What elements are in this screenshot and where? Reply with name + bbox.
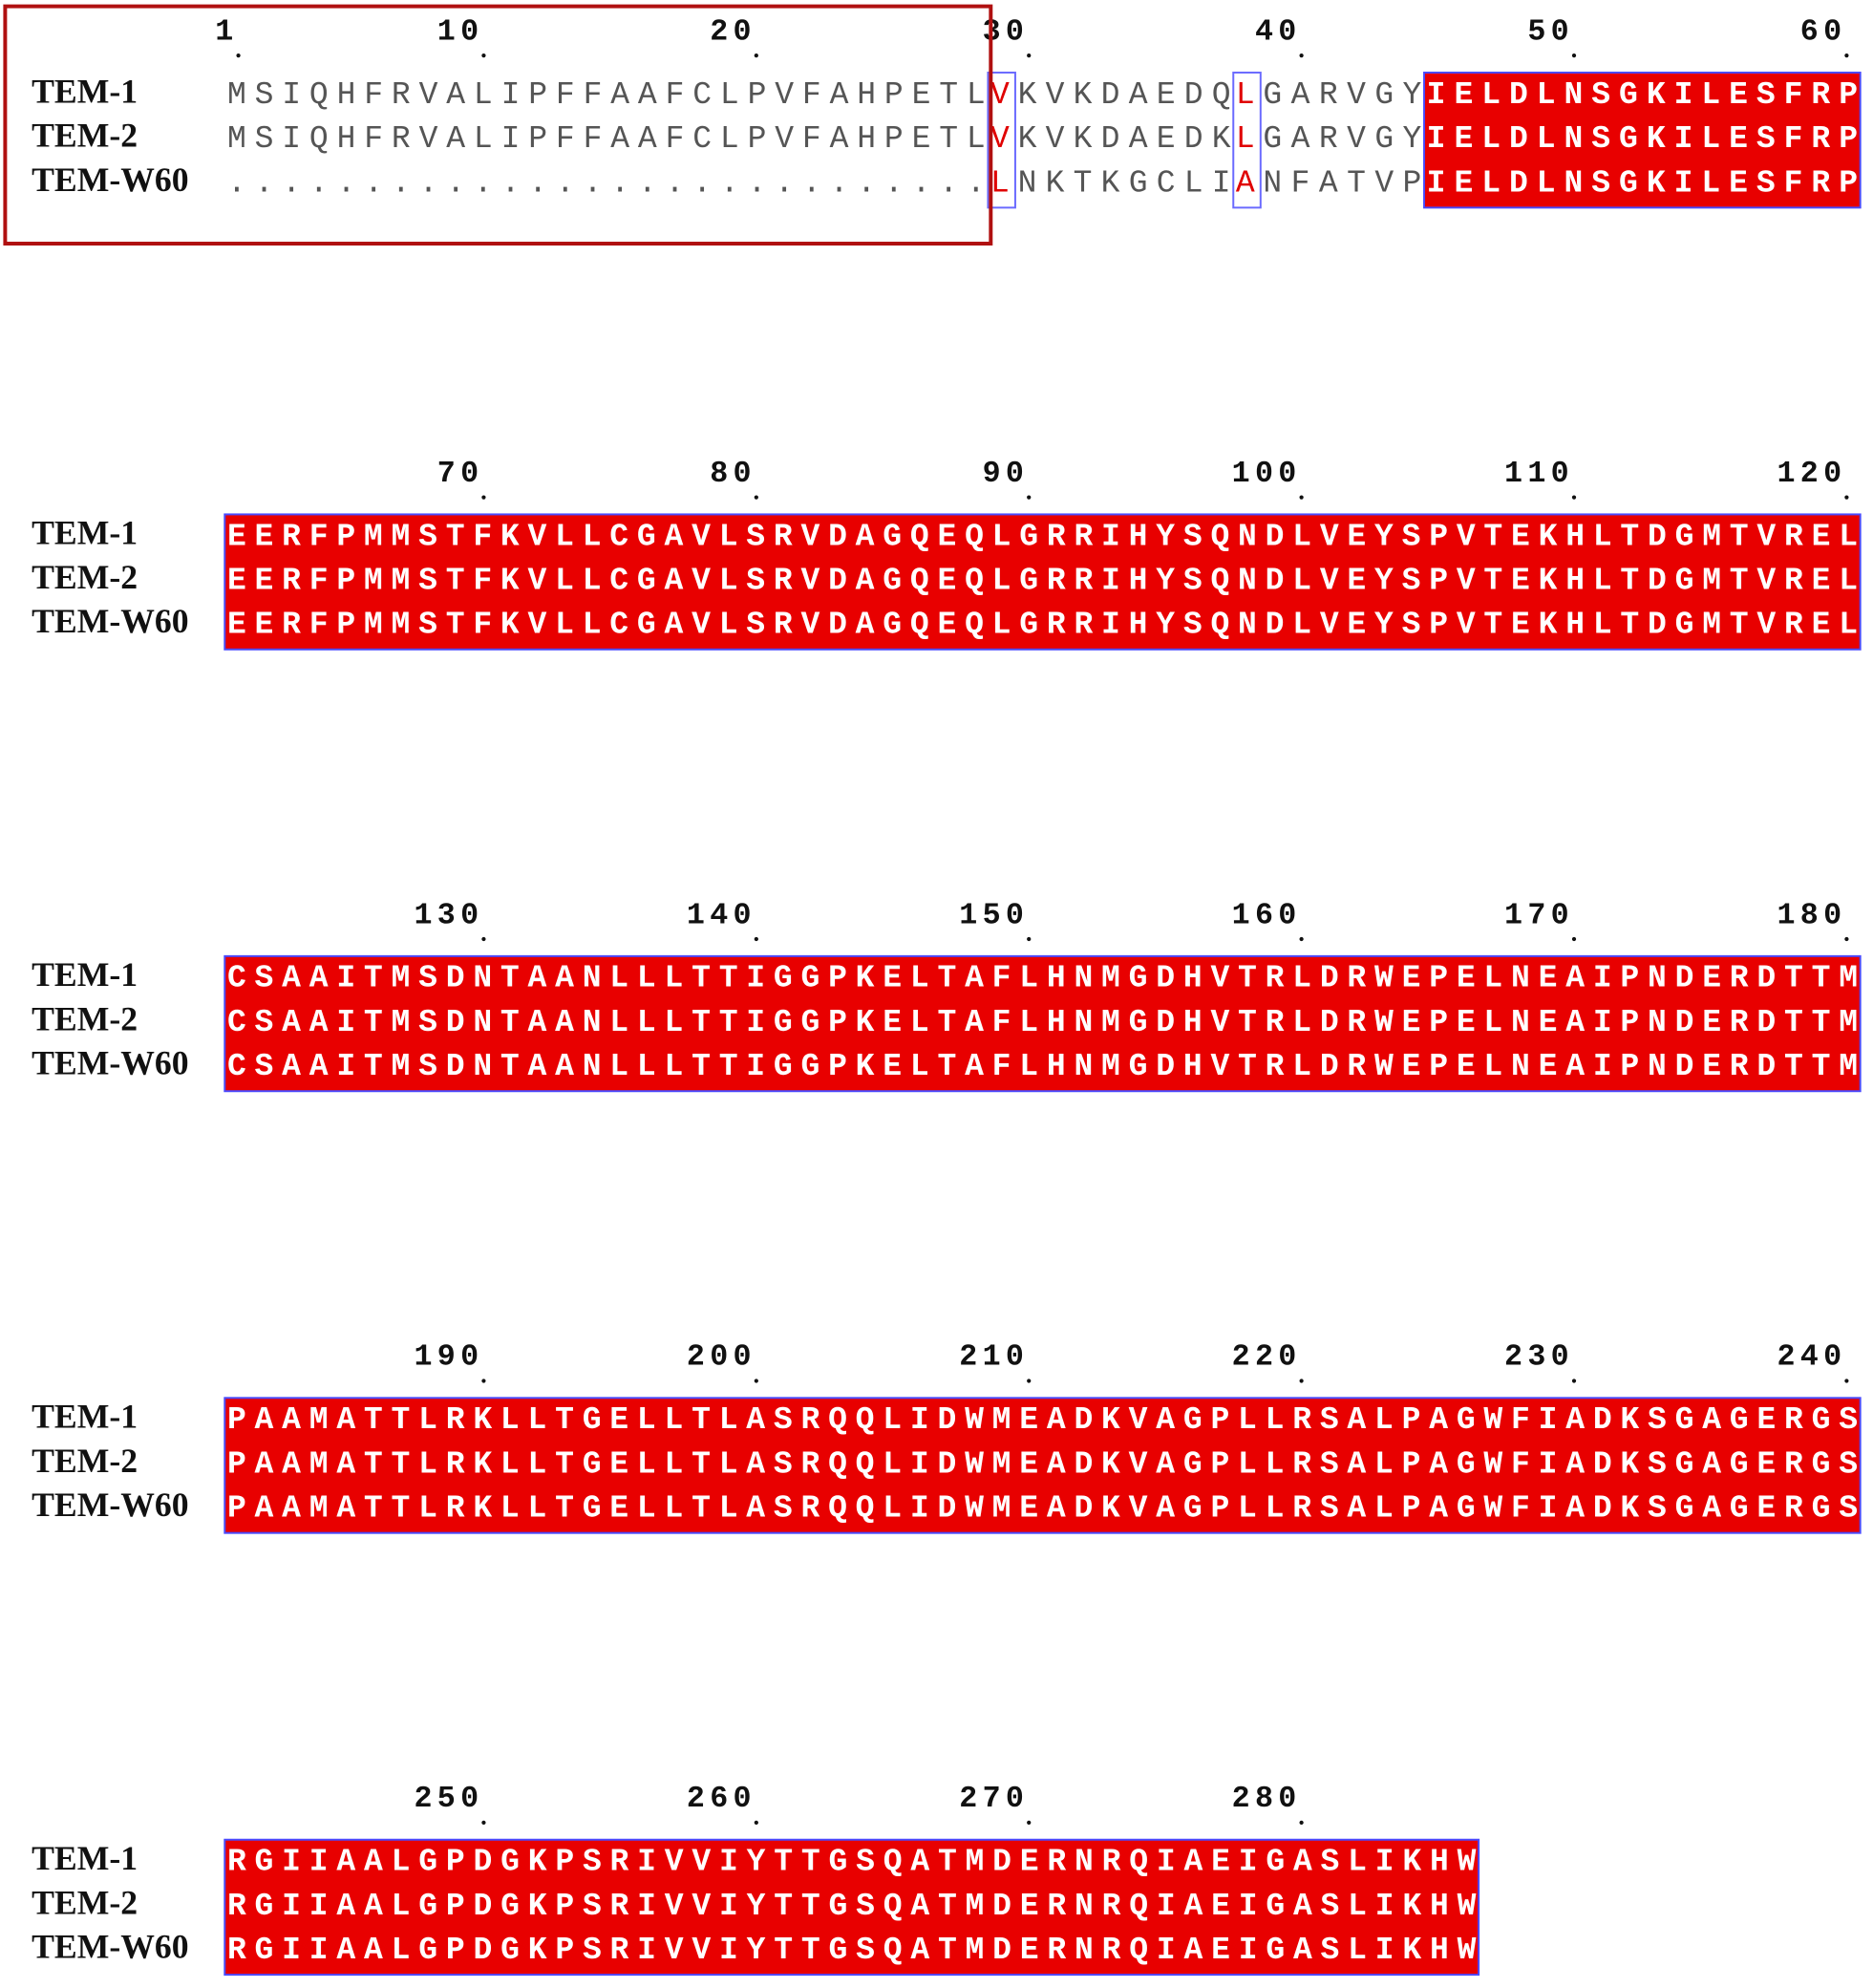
ruler-tick — [481, 53, 486, 58]
ruler-number: 150 — [959, 898, 1029, 932]
ruler-number: 230 — [1504, 1340, 1574, 1375]
identical-block — [223, 954, 1862, 1093]
ruler-tick — [1027, 1820, 1032, 1826]
sequence-name: TEM-2 — [32, 558, 138, 596]
ruler-number: 220 — [1232, 1340, 1302, 1375]
ruler-tick — [754, 53, 758, 58]
ruler-tick — [236, 53, 241, 58]
similar-residues: A — [1236, 165, 1255, 201]
ruler-number: 40 — [1255, 14, 1302, 49]
similar-box — [987, 71, 1016, 209]
ruler-number: 250 — [414, 1782, 483, 1816]
ruler-tick — [754, 936, 758, 942]
ruler-number: 210 — [959, 1340, 1029, 1375]
sequence-name: TEM-1 — [32, 514, 138, 552]
ruler-tick — [1844, 1379, 1849, 1383]
ruler-number: 20 — [710, 14, 756, 49]
similar-residues: V — [990, 121, 1010, 157]
identical-block — [223, 1838, 1480, 1977]
ruler-tick — [1844, 495, 1849, 500]
identical-block — [223, 513, 1862, 651]
sequence-name: TEM-W60 — [32, 160, 188, 199]
ruler-tick — [1027, 1379, 1032, 1383]
ruler-tick — [481, 936, 486, 942]
ruler-tick — [754, 1379, 758, 1383]
ruler-number: 260 — [687, 1782, 756, 1816]
ruler-tick — [481, 1379, 486, 1383]
sequence-name: TEM-1 — [32, 72, 138, 110]
sequence-name: TEM-W60 — [32, 1044, 188, 1082]
sequence-name: TEM-W60 — [32, 1928, 188, 1966]
ruler-tick — [754, 1820, 758, 1826]
similar-residues: L — [1236, 77, 1255, 113]
similar-residues: L — [990, 165, 1010, 201]
sequence-name: TEM-W60 — [32, 1486, 188, 1524]
ruler-number: 60 — [1800, 14, 1847, 49]
ruler-tick — [481, 495, 486, 500]
ruler-number: 80 — [710, 457, 756, 491]
ruler-tick — [1299, 495, 1304, 500]
ruler-number: 1 — [215, 14, 238, 49]
sequence-name: TEM-2 — [32, 117, 138, 155]
ruler-tick — [1299, 936, 1304, 942]
ruler-number: 180 — [1777, 898, 1846, 932]
sequence-name: TEM-2 — [32, 999, 138, 1037]
similar-box — [1232, 71, 1262, 209]
ruler-number: 280 — [1232, 1782, 1302, 1816]
ruler-number: 140 — [687, 898, 756, 932]
ruler-number: 70 — [437, 457, 484, 491]
ruler-number: 110 — [1504, 457, 1574, 491]
ruler-tick — [754, 495, 758, 500]
sequence-name: TEM-2 — [32, 1442, 138, 1480]
identical-block — [223, 1397, 1862, 1534]
sequence-name: TEM-W60 — [32, 602, 188, 640]
ruler-tick — [1027, 936, 1032, 942]
ruler-tick — [481, 1820, 486, 1826]
ruler-number: 170 — [1504, 898, 1574, 932]
sequence-name: TEM-1 — [32, 955, 138, 994]
ruler-number: 90 — [983, 457, 1030, 491]
similar-residues: L — [1236, 121, 1255, 157]
ruler-number: 160 — [1232, 898, 1302, 932]
sequence-name: TEM-1 — [32, 1398, 138, 1436]
ruler-number: 10 — [437, 14, 484, 49]
ruler-number: 130 — [414, 898, 483, 932]
ruler-tick — [1571, 53, 1577, 58]
ruler-number: 100 — [1232, 457, 1302, 491]
sequence-name: TEM-1 — [32, 1839, 138, 1877]
ruler-tick — [1299, 1379, 1304, 1383]
highlight-frame — [3, 4, 993, 246]
ruler-number: 200 — [687, 1340, 756, 1375]
ruler-number: 270 — [959, 1782, 1029, 1816]
ruler-number: 240 — [1777, 1340, 1846, 1375]
ruler-tick — [1571, 1379, 1577, 1383]
ruler-tick — [1027, 53, 1032, 58]
ruler-number: 190 — [414, 1340, 483, 1375]
similar-residues: V — [990, 77, 1010, 113]
sequence-name: TEM-2 — [32, 1883, 138, 1921]
ruler-tick — [1844, 936, 1849, 942]
ruler-number: 50 — [1527, 14, 1574, 49]
ruler-tick — [1027, 495, 1032, 500]
identical-block — [1423, 71, 1862, 209]
ruler-tick — [1571, 495, 1577, 500]
ruler-tick — [1844, 53, 1849, 58]
ruler-tick — [1299, 1820, 1304, 1826]
ruler-tick — [1299, 53, 1304, 58]
ruler-number: 120 — [1777, 457, 1846, 491]
ruler-tick — [1571, 936, 1577, 942]
